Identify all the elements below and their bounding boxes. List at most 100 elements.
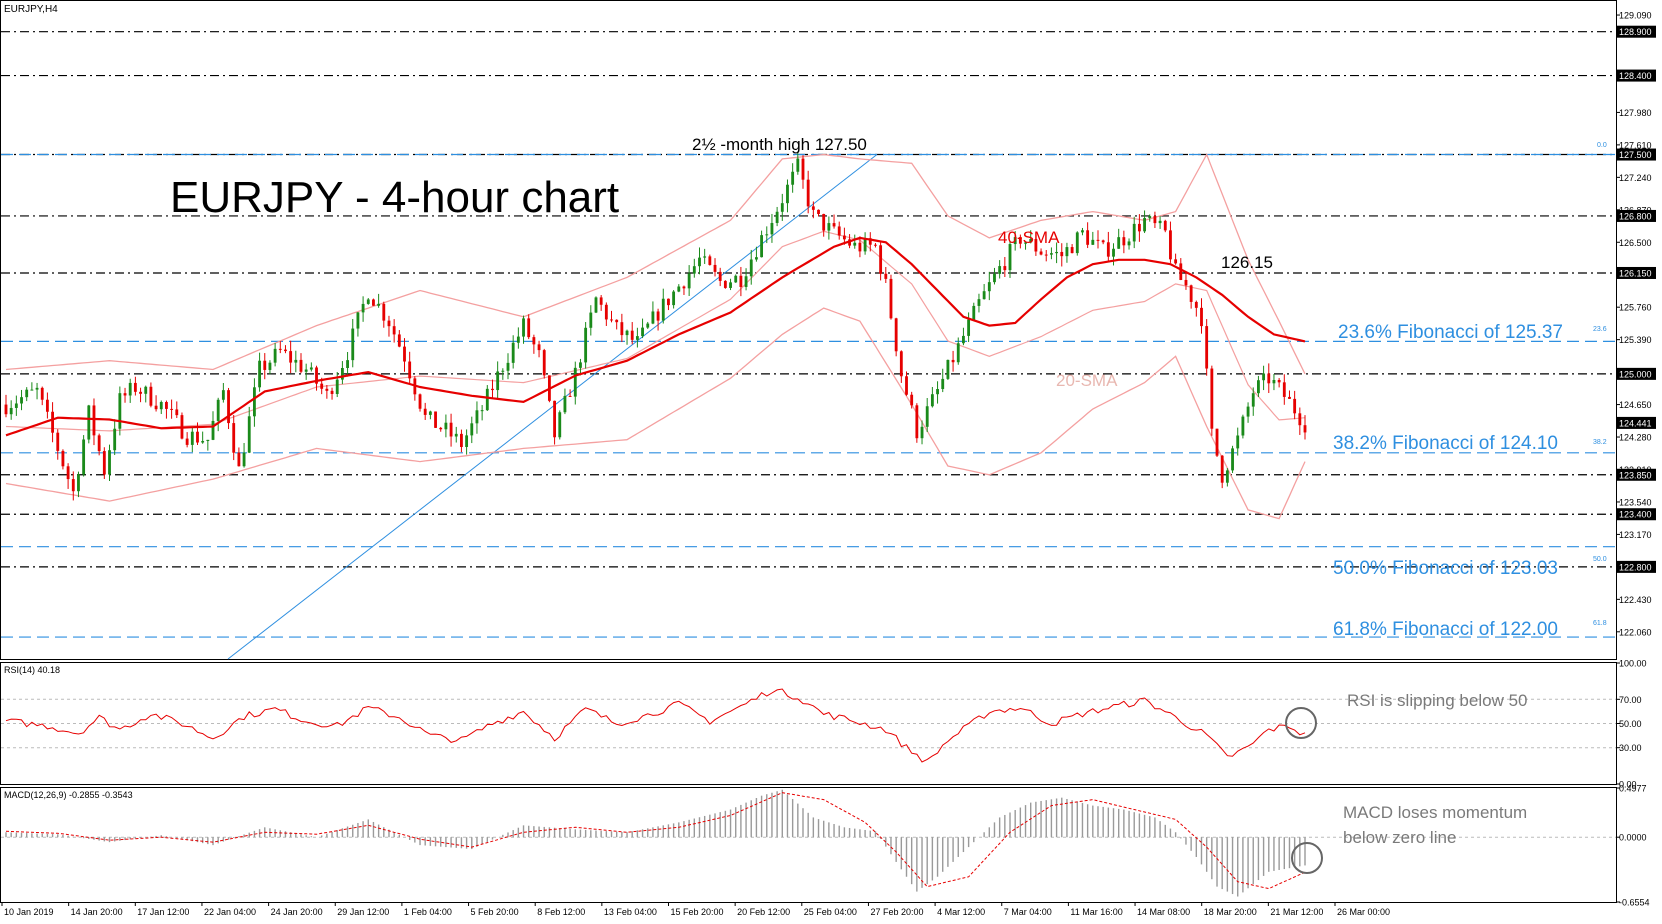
candle-bull [454,433,458,437]
candle-bear [894,318,898,352]
candle-bear [1189,285,1193,302]
candle-bull [444,422,448,430]
bollinger-upper [5,152,1306,375]
price-tick-label: 126.500 [1619,238,1652,248]
candle-bear [196,431,199,443]
candle-bear [1060,251,1064,257]
candle-bear [299,359,303,372]
price-tag-box [1616,148,1656,161]
macd-note-line2: below zero line [1343,828,1456,847]
candle-bear [884,273,888,279]
price-tag-box [1616,468,1656,481]
candle-bear [1179,263,1183,280]
rsi-tick-label: 0.00 [1619,780,1637,790]
candle-bear [1200,307,1203,327]
rsi-note: RSI is slipping below 50 [1347,691,1527,710]
candle-bull [1158,220,1162,224]
price-y-axis: 129.090 128.900 128.400 127.980 127.610127.5… [1616,11,1656,637]
candle-bull [366,299,370,304]
macd-tick-label: 0.4977 [1619,784,1647,794]
candle-bear [868,238,872,245]
price-tick-label: 127.610 [1619,140,1652,150]
candle-bear [1277,379,1281,383]
candle-bear [874,244,877,246]
candle-bear [1282,382,1286,397]
candle-bear [139,391,142,394]
x-tick-label: 17 Jan 12:00 [137,907,189,917]
candle-bear [1215,428,1219,456]
candle-bear [1101,240,1105,243]
candle-bull [1132,223,1136,242]
candle-bull [625,330,629,336]
candle-bull [770,222,774,235]
price-tag-label: 126.150 [1619,268,1652,278]
candle-bear [1220,455,1224,483]
sma-40-path [5,236,1306,437]
symbol-label: EURJPY,H4 [4,4,58,15]
candle-bull [930,394,934,407]
candle-bear [92,405,96,436]
candle-bear [1194,301,1198,308]
candle-bull [428,411,432,415]
candle-bull [87,405,91,440]
price-tag-label: 124.441 [1619,418,1652,428]
x-tick-label: 24 Jan 20:00 [271,907,323,917]
candle-bear [403,346,406,362]
macd-highlight-circle [1291,842,1323,874]
candle-bear [620,322,624,336]
candle-bull [190,431,194,445]
candle-bull [780,203,784,212]
candle-bear [708,256,712,265]
macd-tick-label: 0.0000 [1619,833,1647,843]
candle-bull [470,423,474,436]
candle-bull [377,303,381,306]
x-tick-label: 13 Feb 04:00 [604,907,657,917]
fib-trend-line [227,154,878,660]
candle-bear [263,360,267,370]
price-tick-label: 123.540 [1619,497,1652,507]
candle-bull [108,450,111,475]
candle-bear [1298,413,1302,426]
candle-bull [304,369,308,372]
candle-bear [439,427,443,430]
candlesticks [4,151,1307,501]
candle-bear [1303,425,1307,433]
candle-bull [703,256,707,258]
price-tag-box [1616,25,1656,38]
candle-bear [154,405,158,410]
candle-bear [418,394,422,409]
price-tick-label: 124.280 [1619,433,1652,443]
candle-bull [589,312,593,328]
candle-bear [604,304,608,320]
candle-bear [630,330,634,340]
candle-bear [527,318,531,338]
candle-bull [993,273,996,283]
candle-bear [610,319,613,321]
x-tick-label: 21 Mar 12:00 [1270,907,1323,917]
candle-bull [661,298,665,321]
price-tag-box [1616,416,1656,429]
candle-bull [687,273,691,289]
macd-signal-line [5,792,1306,890]
rsi-label: RSI(14) 40.18 [4,665,60,675]
trend-line [227,154,878,660]
candle-bull [853,242,857,246]
macd-panel: 0.4977 0.0000 -0.6554 [1,784,1650,908]
candle-bull [635,336,639,340]
x-tick-label: 4 Mar 12:00 [937,907,985,917]
candle-bull [1127,241,1131,246]
candle-bull [480,410,484,412]
x-tick-label: 15 Feb 20:00 [671,907,724,917]
candle-bull [201,441,205,443]
candle-bull [796,158,800,172]
candle-bull [77,474,80,492]
candle-bear [1174,259,1178,264]
candle-bear [656,311,660,321]
candle-bear [667,298,670,306]
candle-bull [698,257,701,267]
candle-bear [460,433,463,447]
price-tag-label: 125.000 [1619,369,1652,379]
candle-bear [568,395,572,397]
